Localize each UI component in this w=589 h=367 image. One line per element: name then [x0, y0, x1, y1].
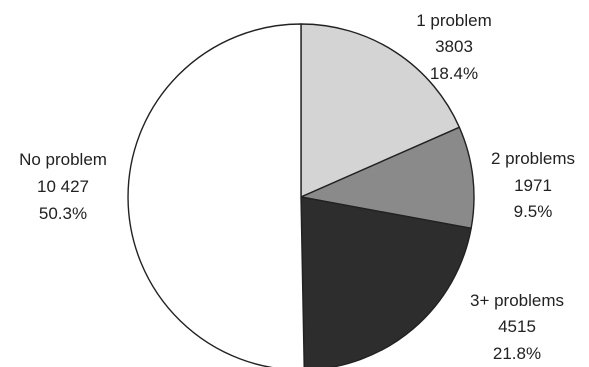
- label-1-problem-percent: 18.4%: [430, 64, 478, 83]
- label-no-problem-percent: 50.3%: [39, 204, 87, 223]
- slice-1-problem: [300, 23, 461, 198]
- label-3-plus-problems: 3+ problems 4515 21.8%: [470, 291, 564, 363]
- slice-no-problem: [127, 23, 305, 367]
- label-no-problem-name: No problem: [19, 150, 107, 169]
- label-no-problem-count: 10 427: [37, 177, 89, 196]
- slice-3-plus-problems: [300, 196, 472, 367]
- label-1-problem-count: 3803: [435, 37, 473, 56]
- label-2-problems-name: 2 problems: [491, 149, 575, 168]
- label-2-problems-percent: 9.5%: [514, 202, 553, 221]
- label-3-plus-problems-name: 3+ problems: [470, 291, 564, 310]
- label-2-problems-count: 1971: [514, 176, 552, 195]
- label-no-problem: No problem 10 427 50.3%: [19, 150, 107, 223]
- slice-2-problems: [300, 126, 475, 230]
- label-2-problems: 2 problems 1971 9.5%: [491, 149, 575, 221]
- label-3-plus-problems-count: 4515: [498, 317, 536, 336]
- label-3-plus-problems-percent: 21.8%: [493, 344, 541, 363]
- label-1-problem: 1 problem 3803 18.4%: [416, 11, 492, 83]
- label-1-problem-name: 1 problem: [416, 11, 492, 30]
- pie-slices: [127, 23, 475, 367]
